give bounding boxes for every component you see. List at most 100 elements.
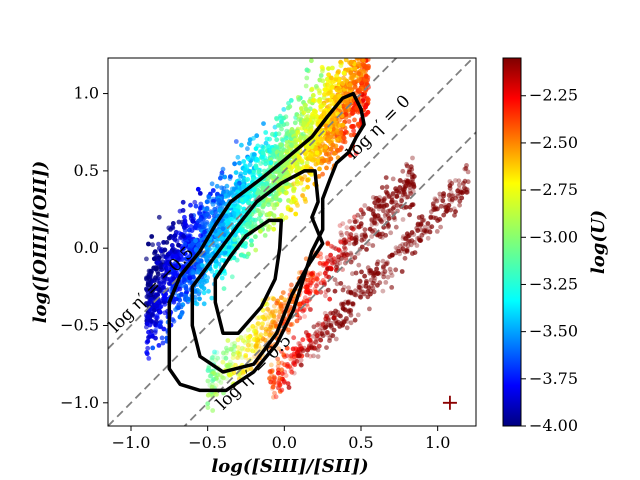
scatter-point: [172, 237, 178, 242]
scatter-point: [397, 185, 403, 190]
scatter-point: [274, 144, 279, 150]
scatter-point: [324, 345, 329, 350]
scatter-point: [171, 299, 177, 305]
scatter-point: [209, 295, 215, 301]
scatter-point: [194, 301, 200, 307]
scatter-point: [366, 206, 371, 212]
scatter-point: [437, 217, 443, 222]
y-tick-label: 1.0: [74, 84, 99, 103]
scatter-point: [410, 176, 415, 182]
scatter-point: [156, 343, 162, 348]
scatter-point: [336, 49, 341, 54]
scatter-point: [162, 295, 167, 300]
scatter-point: [463, 166, 469, 171]
scatter-point: [224, 189, 230, 195]
scatter-point: [417, 237, 423, 243]
colorbar-tick-label: −3.25: [529, 274, 578, 293]
scatter-point: [352, 48, 357, 53]
scatter-point: [292, 120, 298, 126]
scatter-point: [394, 203, 400, 208]
scatter-point: [310, 93, 316, 98]
scatter-point: [352, 241, 357, 247]
scatter-point: [153, 335, 158, 341]
scatter-point: [284, 184, 290, 190]
scatter-point: [366, 48, 371, 53]
scatter-point: [307, 99, 312, 104]
scatter-point: [277, 155, 283, 161]
scatter-point: [271, 147, 276, 153]
scatter-point: [250, 156, 256, 162]
scatter-point: [358, 207, 364, 213]
scatter-point: [151, 307, 157, 313]
scatter-point: [193, 203, 199, 209]
scatter-point: [251, 187, 257, 192]
scatter-point: [374, 266, 379, 272]
scatter-point: [176, 257, 182, 263]
scatter-point: [389, 285, 395, 290]
scatter-point: [321, 110, 327, 116]
scatter-point: [307, 130, 312, 136]
scatter-point: [232, 344, 238, 349]
scatter-point: [288, 356, 294, 362]
scatter-point: [438, 224, 443, 230]
scatter-point: [363, 64, 369, 69]
scatter-point: [210, 202, 216, 207]
scatter-point: [341, 135, 346, 140]
scatter-point: [197, 296, 202, 302]
scatter-point: [354, 105, 359, 111]
scatter-point: [410, 155, 415, 161]
scatter-point: [289, 199, 294, 205]
scatter-point: [201, 206, 207, 212]
scatter-point: [336, 86, 341, 91]
scatter-point: [304, 67, 310, 73]
scatter-point: [204, 199, 210, 205]
scatter-point: [288, 366, 294, 372]
scatter-point: [313, 339, 318, 345]
scatter-point: [364, 280, 369, 286]
scatter-point: [355, 78, 361, 83]
scatter-point: [228, 346, 234, 352]
scatter-point: [340, 122, 346, 128]
scatter-point: [258, 190, 263, 196]
scatter-point: [308, 123, 314, 129]
scatter-point: [302, 314, 307, 319]
scatter-point: [338, 63, 344, 69]
scatter-point: [284, 131, 290, 136]
scatter-point: [245, 156, 251, 162]
scatter-point: [292, 358, 298, 364]
scatter-point: [315, 354, 321, 359]
scatter-point: [305, 177, 310, 183]
scatter-point: [261, 121, 266, 126]
scatter-point: [431, 215, 436, 221]
scatter-point: [313, 161, 319, 167]
scatter-point: [309, 280, 314, 286]
scatter-point: [178, 312, 184, 318]
scatter-point: [195, 186, 201, 192]
scatter-point: [241, 253, 247, 259]
scatter-point: [365, 43, 370, 48]
scatter-point: [300, 337, 306, 343]
scatter-point: [208, 373, 214, 379]
scatter-point: [327, 296, 333, 302]
scatter-point: [383, 189, 389, 195]
scatter-point: [229, 341, 235, 347]
scatter-point: [357, 278, 363, 284]
scatter-point: [232, 237, 237, 242]
scatter-point: [383, 175, 389, 181]
scatter-point: [262, 202, 267, 208]
scatter-point: [347, 241, 352, 246]
scatter-point: [263, 130, 269, 135]
scatter-point: [298, 180, 304, 186]
scatter-point: [173, 260, 179, 266]
scatter-point: [457, 202, 462, 208]
scatter-point: [322, 92, 327, 97]
scatter-point: [215, 191, 220, 197]
scatter-point: [230, 355, 236, 361]
scatter-point: [274, 137, 280, 143]
scatter-point: [389, 252, 395, 258]
scatter-point: [400, 246, 406, 252]
scatter-point: [362, 203, 368, 208]
scatter-point: [227, 241, 233, 247]
